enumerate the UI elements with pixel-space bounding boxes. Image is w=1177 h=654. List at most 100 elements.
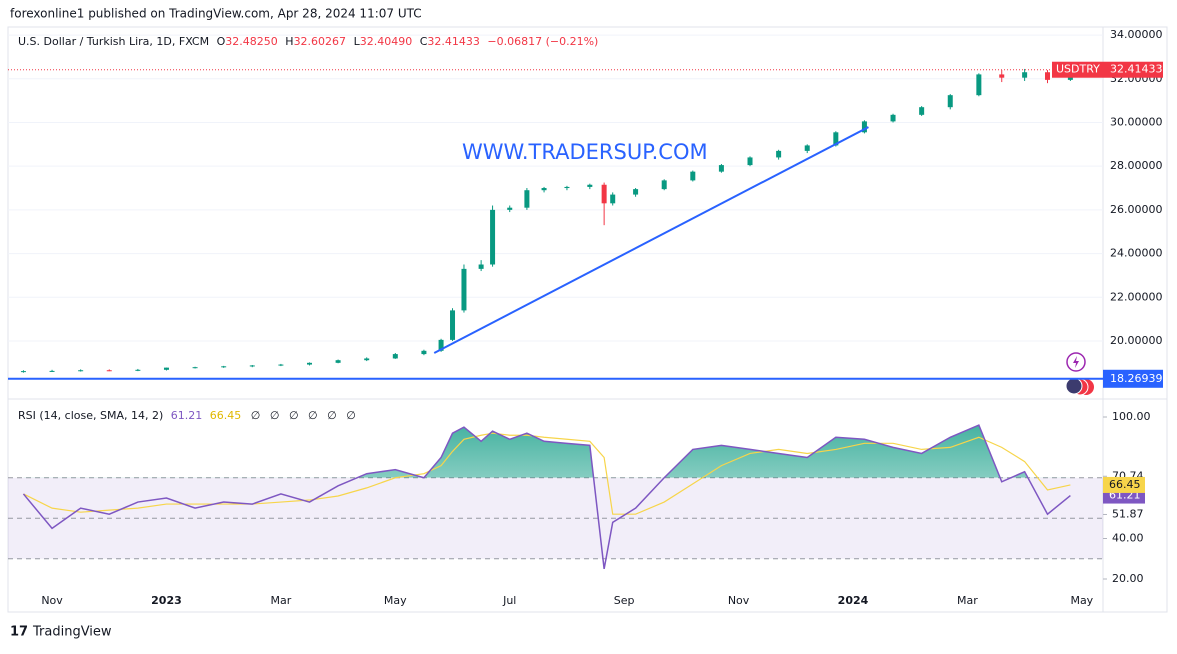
candle (861, 120, 867, 134)
candle (306, 362, 312, 366)
candle (135, 368, 141, 372)
candle (20, 370, 26, 373)
candle (524, 188, 530, 210)
candle (106, 369, 112, 372)
candle-body (976, 74, 982, 96)
candle (78, 369, 84, 372)
x-tick-label: May (384, 594, 407, 607)
legend-extra: ∅ (346, 409, 356, 422)
legend-c-value: 32.41433 (427, 35, 480, 48)
legend-extra: ∅ (270, 409, 280, 422)
candle-body (633, 189, 639, 195)
candle (661, 179, 667, 191)
candle (633, 188, 639, 197)
candle (1022, 68, 1028, 81)
candle-body (947, 95, 953, 108)
legend-o-value: 32.48250 (225, 35, 278, 48)
x-tick-label: Mar (957, 594, 978, 607)
x-tick-label: Nov (41, 594, 63, 607)
candle (335, 359, 341, 364)
candle-body (564, 186, 570, 189)
legend-c-label: C (420, 35, 428, 48)
candle-body (478, 264, 484, 269)
price-legend: U.S. Dollar / Turkish Lira, 1D, FXCM O32… (18, 35, 598, 48)
y-tick-label: 20.00000 (1110, 334, 1163, 347)
legend-extra: ∅ (289, 409, 299, 422)
rsi-sma-value: 66.45 (210, 409, 242, 422)
trendline (433, 126, 869, 354)
publisher: forexonline1 published on TradingView.co… (10, 7, 422, 21)
y-tick-label: 34.00000 (1110, 28, 1163, 41)
legend-l-label: L (354, 35, 361, 48)
candle (690, 170, 696, 182)
candle-body (890, 114, 896, 122)
candle-body (919, 107, 925, 115)
candle-body (278, 364, 284, 366)
candle-body (78, 370, 84, 372)
candle (249, 365, 255, 368)
candle (999, 70, 1005, 83)
candle-body (718, 165, 724, 172)
candle-body (135, 369, 141, 371)
candle (890, 113, 896, 123)
candle (192, 366, 198, 369)
y-tick-label: 40.00 (1112, 532, 1144, 545)
candle (278, 363, 284, 367)
legend-change: −0.06817 (−0.21%) (487, 35, 598, 48)
y-tick-label: 28.00000 (1110, 159, 1163, 172)
candle (804, 144, 810, 154)
candle (461, 264, 467, 313)
legend-l-value: 32.40490 (360, 35, 413, 48)
footer-mark: 17 (10, 625, 28, 640)
x-tick-label: Mar (271, 594, 292, 607)
candle-body (392, 354, 398, 359)
x-tick-label: Sep (614, 594, 635, 607)
candle (718, 163, 724, 173)
legend-extra: ∅ (327, 409, 337, 422)
symbol-title: U.S. Dollar / Turkish Lira, 1D, FXCM (18, 35, 209, 48)
x-tick-label: 2024 (838, 594, 869, 607)
legend-h-label: H (285, 35, 293, 48)
candle (587, 183, 593, 190)
candle-body (364, 358, 370, 361)
candle-body (450, 310, 456, 340)
candle (490, 205, 496, 267)
y-tick-label: 30.00000 (1110, 115, 1163, 128)
legend-extra: ∅ (251, 409, 261, 422)
candle (507, 205, 513, 213)
candle-body (524, 190, 530, 208)
candle (421, 349, 427, 356)
hline-tag-label: 18.26939 (1110, 372, 1163, 385)
price-tag (1103, 61, 1163, 78)
candle (776, 149, 782, 160)
candle-body (661, 180, 667, 190)
candle-body (106, 370, 112, 372)
candle (1045, 70, 1051, 84)
candle (163, 367, 169, 371)
candle (364, 357, 370, 362)
candle (478, 260, 484, 272)
candle-body (507, 207, 513, 210)
candle (221, 365, 227, 368)
symbol-tag-label: USDTRY (1056, 63, 1100, 76)
candle-body (49, 370, 55, 372)
candle-body (861, 121, 867, 133)
candle-body (610, 194, 616, 204)
candle (564, 185, 570, 191)
candle-body (1022, 72, 1028, 78)
symbol-tag (1052, 61, 1103, 78)
candle (747, 156, 753, 167)
candle-body (690, 171, 696, 181)
candle-body (747, 157, 753, 166)
candle (976, 73, 982, 97)
candle (610, 192, 616, 206)
frame (7, 26, 1168, 613)
candle (392, 352, 398, 359)
candle-body (601, 184, 607, 204)
alert-bolt (1073, 356, 1079, 368)
value-tag (1103, 476, 1145, 493)
x-tick-label: 2023 (151, 594, 182, 607)
candle-body (335, 360, 341, 363)
